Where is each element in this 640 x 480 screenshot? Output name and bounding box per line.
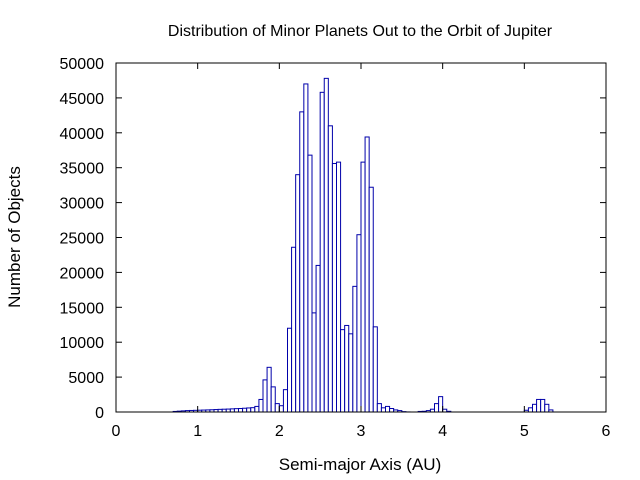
x-axis-label: Semi-major Axis (AU)	[279, 455, 441, 474]
histogram-bar	[540, 398, 546, 413]
histogram-bar	[389, 408, 395, 413]
histogram-bar	[364, 136, 370, 413]
y-tick-label: 20000	[60, 265, 105, 282]
y-tick-label: 0	[95, 405, 104, 422]
histogram-bar	[233, 408, 239, 413]
histogram-bar	[303, 83, 309, 413]
histogram-bar	[380, 407, 387, 413]
y-tick-label: 30000	[60, 196, 105, 213]
histogram-bar	[544, 403, 550, 413]
histogram-bar	[254, 405, 260, 413]
histogram-bar	[331, 163, 338, 413]
histogram-bar	[287, 327, 293, 413]
histogram-bar	[282, 389, 289, 413]
y-tick-label: 5000	[68, 370, 104, 387]
x-tick-label: 1	[193, 423, 202, 440]
histogram-bar	[242, 407, 248, 413]
histogram-bar	[319, 91, 325, 413]
histogram-bar	[344, 324, 350, 413]
x-tick-label: 5	[520, 423, 529, 440]
histogram-bar	[274, 403, 280, 413]
histogram-bar	[311, 312, 317, 413]
histogram-bar	[372, 326, 378, 413]
x-tick-label: 6	[602, 423, 611, 440]
y-tick-label: 25000	[60, 231, 105, 248]
y-tick-label: 50000	[60, 56, 105, 73]
y-tick-label: 45000	[60, 91, 105, 108]
x-tick-label: 4	[438, 423, 447, 440]
histogram-bar	[360, 161, 366, 413]
histogram-bar	[438, 396, 444, 413]
histogram-bar	[262, 379, 268, 413]
histogram-bar	[238, 408, 244, 413]
tick-labels-layer: 0 1 2 3 4 5 6 0 5000 10000 15000 20000 25000 30000 350…	[60, 56, 611, 440]
x-tick-label: 2	[275, 423, 284, 440]
plot-frame	[115, 62, 607, 413]
y-tick-label: 15000	[60, 300, 105, 317]
histogram-bar	[315, 264, 321, 413]
histogram-bar	[278, 405, 284, 413]
histogram-bar	[250, 407, 256, 413]
y-tick-label: 35000	[60, 161, 105, 178]
histogram-bar	[336, 161, 342, 413]
histogram-bar	[258, 398, 264, 413]
histogram-bar	[352, 285, 358, 413]
histogram-bar	[368, 186, 374, 413]
histogram-bar	[527, 407, 533, 413]
histogram-bar	[340, 329, 346, 413]
histogram-bar	[291, 246, 297, 413]
histogram-bar	[307, 154, 313, 413]
histogram-bar	[295, 174, 301, 413]
chart-title: Distribution of Minor Planets Out to the…	[168, 23, 553, 40]
histogram-bar	[532, 403, 538, 413]
y-tick-label: 10000	[60, 335, 105, 352]
histogram-bar	[536, 398, 542, 413]
x-tick-label: 3	[357, 423, 366, 440]
histogram-bar	[266, 366, 272, 413]
y-axis-label: Number of Objects	[5, 166, 24, 308]
x-tick-label: 0	[112, 423, 121, 440]
histogram-bar	[356, 234, 362, 413]
histogram-bar	[385, 405, 391, 413]
histogram-bar	[299, 111, 305, 413]
histogram-bar	[376, 403, 382, 413]
histogram-bar	[323, 77, 329, 413]
histogram-bar	[327, 125, 333, 413]
histogram-bar	[434, 403, 440, 413]
y-tick-label: 40000	[60, 126, 105, 143]
histogram-bar	[270, 386, 276, 413]
bars-layer	[172, 77, 554, 413]
histogram-bar	[348, 333, 354, 413]
histogram-bar	[246, 407, 252, 413]
